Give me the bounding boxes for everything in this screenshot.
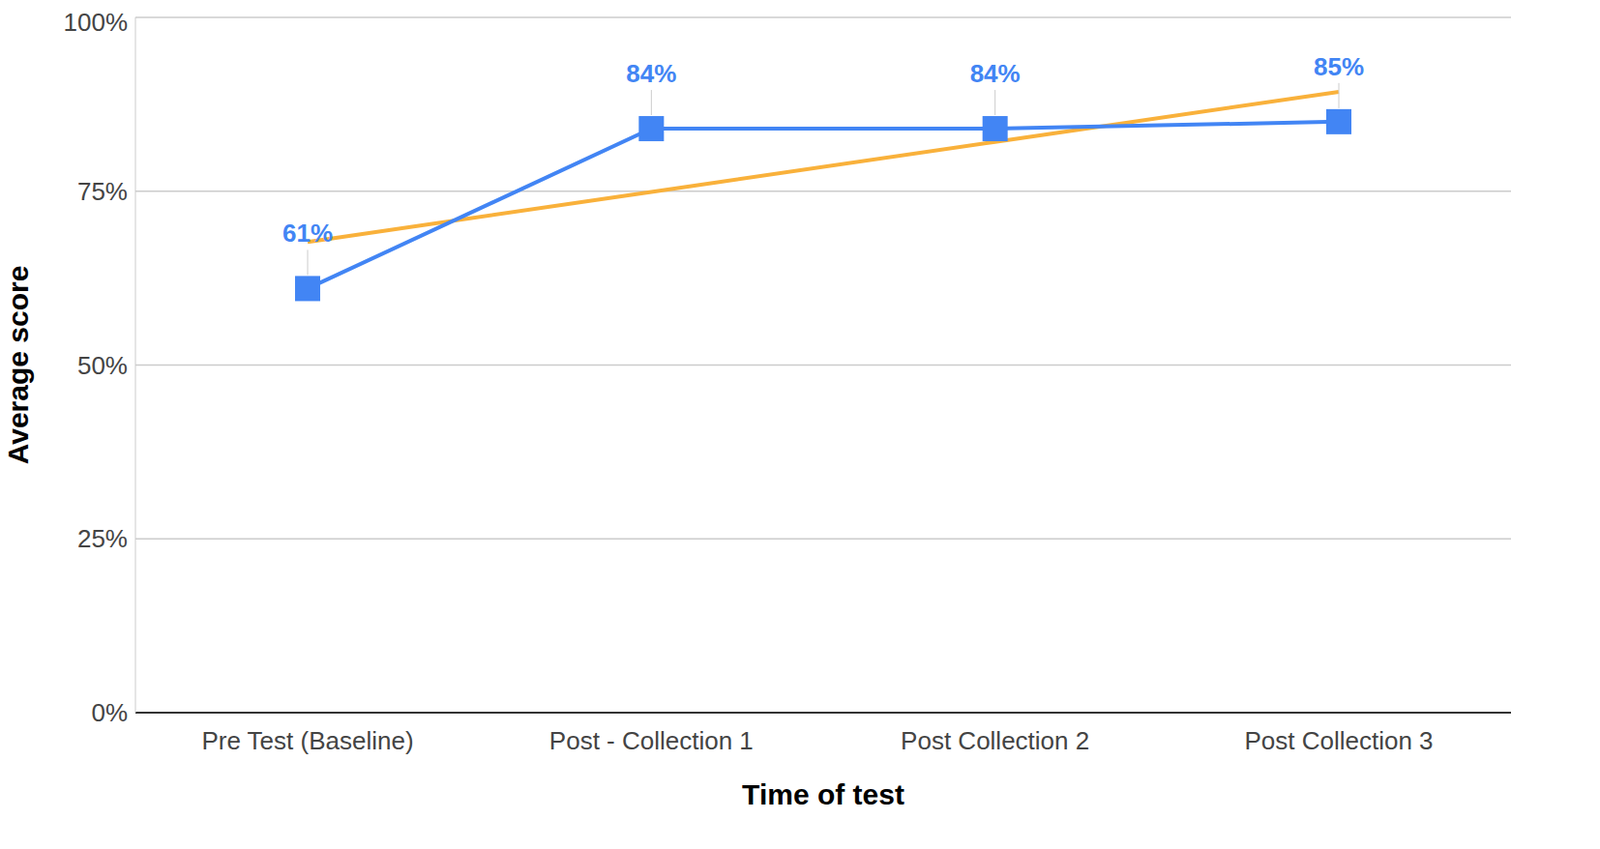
svg-text:0%: 0%: [90, 698, 128, 728]
svg-text:Post Collection 3: Post Collection 3: [1244, 726, 1433, 756]
svg-text:85%: 85%: [1313, 52, 1364, 82]
svg-text:Pre Test (Baseline): Pre Test (Baseline): [201, 726, 414, 756]
svg-text:84%: 84%: [970, 59, 1021, 89]
svg-text:25%: 25%: [77, 524, 128, 554]
svg-text:Average score: Average score: [7, 266, 34, 466]
svg-text:Post Collection 2: Post Collection 2: [900, 726, 1090, 756]
svg-text:84%: 84%: [625, 59, 677, 89]
svg-text:75%: 75%: [77, 177, 128, 207]
svg-text:61%: 61%: [282, 218, 333, 248]
svg-text:50%: 50%: [77, 351, 128, 381]
svg-text:Post - Collection 1: Post - Collection 1: [549, 726, 754, 756]
svg-text:100%: 100%: [63, 7, 129, 37]
svg-text:Time of test: Time of test: [741, 778, 905, 811]
